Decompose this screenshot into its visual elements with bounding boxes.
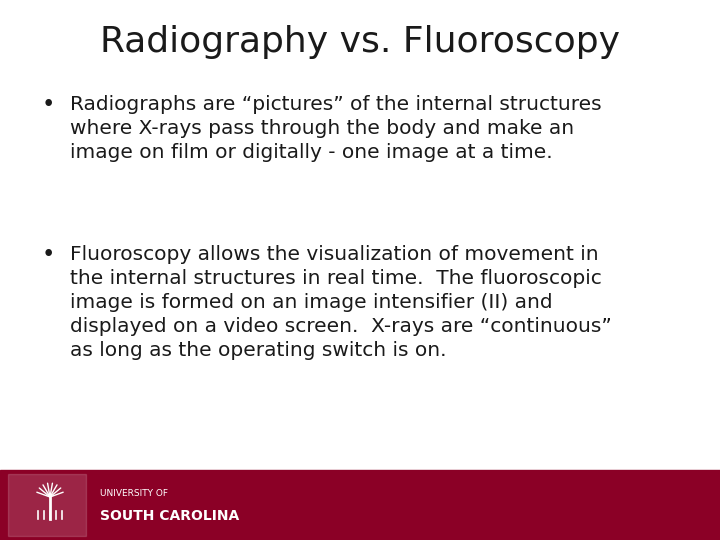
- Text: the internal structures in real time.  The fluoroscopic: the internal structures in real time. Th…: [70, 269, 602, 288]
- Text: UNIVERSITY OF: UNIVERSITY OF: [100, 489, 168, 498]
- Text: •: •: [42, 243, 55, 266]
- Text: displayed on a video screen.  X-rays are “continuous”: displayed on a video screen. X-rays are …: [70, 317, 612, 336]
- Text: Radiography vs. Fluoroscopy: Radiography vs. Fluoroscopy: [100, 25, 620, 59]
- Text: •: •: [42, 93, 55, 116]
- Bar: [0, 470, 720, 540]
- Text: Radiographs are “pictures” of the internal structures: Radiographs are “pictures” of the intern…: [70, 95, 602, 114]
- Bar: [8, 474, 86, 536]
- Text: as long as the operating switch is on.: as long as the operating switch is on.: [70, 341, 446, 360]
- Text: Fluoroscopy allows the visualization of movement in: Fluoroscopy allows the visualization of …: [70, 245, 598, 264]
- Text: where X-rays pass through the body and make an: where X-rays pass through the body and m…: [70, 119, 574, 138]
- Text: image is formed on an image intensifier (II) and: image is formed on an image intensifier …: [70, 293, 553, 312]
- Text: image on film or digitally - one image at a time.: image on film or digitally - one image a…: [70, 143, 553, 162]
- Text: SOUTH CAROLINA: SOUTH CAROLINA: [100, 509, 239, 523]
